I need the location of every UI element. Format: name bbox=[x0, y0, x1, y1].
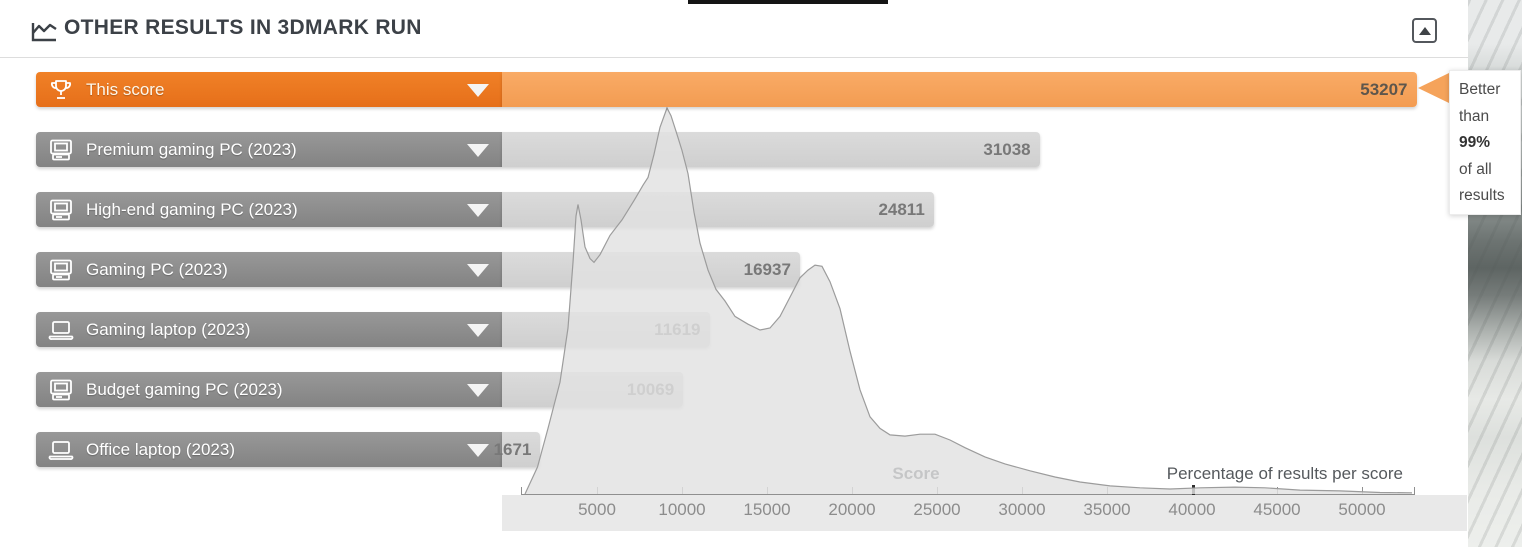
result-dropdown-office-laptop-2023-[interactable]: Office laptop (2023) bbox=[36, 432, 502, 467]
score-bar: 11619 bbox=[502, 312, 710, 347]
result-label: Office laptop (2023) bbox=[86, 439, 235, 459]
score-value: 31038 bbox=[983, 139, 1031, 159]
axis-label-strip bbox=[502, 495, 1467, 531]
axis-tick-label: 10000 bbox=[658, 500, 706, 519]
result-label: High-end gaming PC (2023) bbox=[86, 199, 298, 219]
axis-tick-label: 35000 bbox=[1083, 500, 1131, 519]
score-bar: 24811 bbox=[502, 192, 934, 227]
collapse-panel-button[interactable] bbox=[1412, 18, 1437, 43]
axis-tick-label: 40000 bbox=[1168, 500, 1216, 519]
axis-tick-label: 15000 bbox=[743, 500, 791, 519]
score-value: 53207 bbox=[1360, 79, 1408, 99]
chevron-down-icon bbox=[467, 204, 489, 217]
chevron-down-icon bbox=[467, 144, 489, 157]
tooltip-percent: 99% bbox=[1459, 134, 1491, 151]
desktop-icon bbox=[46, 258, 76, 282]
axis-tick-label: 45000 bbox=[1253, 500, 1301, 519]
axis-tick-label: 5000 bbox=[578, 500, 616, 519]
x-axis-line bbox=[521, 494, 1415, 495]
axis-tick-label: 30000 bbox=[998, 500, 1046, 519]
tooltip-line: results bbox=[1459, 187, 1505, 204]
result-dropdown-budget-gaming-pc-2023-[interactable]: Budget gaming PC (2023) bbox=[36, 372, 502, 407]
axis-tick bbox=[1107, 487, 1108, 495]
result-label: Premium gaming PC (2023) bbox=[86, 139, 297, 159]
result-dropdown-gaming-pc-2023-[interactable]: Gaming PC (2023) bbox=[36, 252, 502, 287]
axis-tick bbox=[1192, 485, 1195, 495]
axis-tick bbox=[682, 487, 683, 495]
axis-tick bbox=[1022, 487, 1023, 495]
score-value: 24811 bbox=[878, 199, 925, 219]
axis-tick bbox=[597, 487, 598, 495]
axis-tick bbox=[1414, 487, 1415, 495]
score-value: 1671 bbox=[493, 439, 532, 459]
chevron-down-icon bbox=[467, 324, 489, 337]
axis-tick bbox=[1277, 487, 1278, 495]
desktop-icon bbox=[46, 378, 76, 402]
score-bar: 10069 bbox=[502, 372, 684, 407]
laptop-icon bbox=[46, 438, 76, 462]
axis-tick-label: 50000 bbox=[1338, 500, 1386, 519]
axis-tick bbox=[1362, 487, 1363, 495]
axis-tick bbox=[521, 487, 522, 495]
result-dropdown-premium-gaming-pc-2023-[interactable]: Premium gaming PC (2023) bbox=[36, 132, 502, 167]
score-bar: 1671 bbox=[494, 432, 541, 467]
chevron-down-icon bbox=[467, 444, 489, 457]
desktop-icon bbox=[46, 138, 76, 162]
better-than-tooltip: Better than 99% of all results bbox=[1449, 70, 1521, 215]
axis-tick bbox=[767, 487, 768, 495]
x-axis-score-label: Score bbox=[892, 464, 940, 483]
chevron-up-icon bbox=[1418, 26, 1431, 35]
chevron-down-icon bbox=[467, 84, 489, 97]
score-value: 16937 bbox=[743, 259, 791, 279]
tooltip-line: than bbox=[1459, 107, 1490, 125]
chevron-down-icon bbox=[467, 264, 489, 277]
result-label: Gaming PC (2023) bbox=[86, 259, 228, 279]
x-axis-percentage-label: Percentage of results per score bbox=[1166, 464, 1403, 483]
axis-tick bbox=[937, 487, 938, 495]
axis-tick bbox=[852, 487, 853, 495]
top-section-divider bbox=[688, 0, 888, 4]
result-label: Gaming laptop (2023) bbox=[86, 319, 251, 339]
header-divider bbox=[0, 57, 1468, 58]
tooltip-line: of all bbox=[1459, 160, 1492, 178]
result-dropdown-high-end-gaming-pc-2023-[interactable]: High-end gaming PC (2023) bbox=[36, 192, 502, 227]
score-bar: 31038 bbox=[502, 132, 1040, 167]
chevron-down-icon bbox=[467, 384, 489, 397]
trophy-icon bbox=[46, 78, 76, 102]
result-dropdown-this-score[interactable]: This score bbox=[36, 72, 502, 107]
result-label: Budget gaming PC (2023) bbox=[86, 379, 283, 399]
tooltip-arrow-icon bbox=[1418, 73, 1449, 103]
score-bar: 16937 bbox=[502, 252, 800, 287]
tooltip-line: Better bbox=[1459, 81, 1501, 98]
score-bar: 53207 bbox=[502, 72, 1417, 107]
result-dropdown-gaming-laptop-2023-[interactable]: Gaming laptop (2023) bbox=[36, 312, 502, 347]
score-value: 10069 bbox=[626, 379, 675, 399]
score-value: 11619 bbox=[654, 319, 701, 339]
result-label: This score bbox=[86, 79, 165, 99]
axis-tick-label: 25000 bbox=[913, 500, 961, 519]
laptop-icon bbox=[46, 318, 76, 342]
desktop-icon bbox=[46, 198, 76, 222]
page-title: OTHER RESULTS IN 3DMARK RUN bbox=[64, 16, 422, 39]
area-chart-icon bbox=[31, 23, 57, 42]
axis-tick-label: 20000 bbox=[828, 500, 876, 519]
